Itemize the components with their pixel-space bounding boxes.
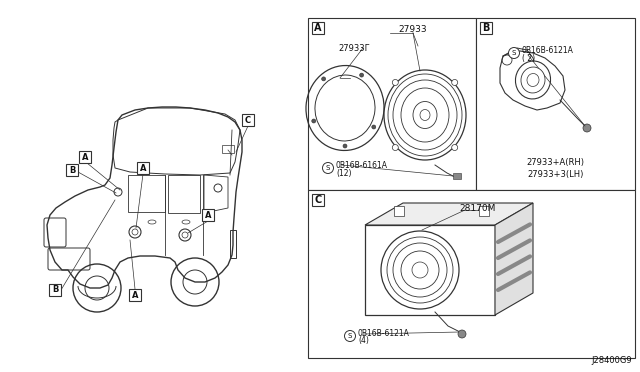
Text: A: A xyxy=(205,211,211,219)
Polygon shape xyxy=(365,203,533,225)
Text: A: A xyxy=(314,23,322,33)
Text: A: A xyxy=(82,153,88,161)
Bar xyxy=(49,284,61,296)
Bar xyxy=(222,145,234,153)
Ellipse shape xyxy=(393,80,457,150)
Text: J28400G9: J28400G9 xyxy=(591,356,632,365)
Text: S: S xyxy=(348,333,352,339)
Ellipse shape xyxy=(412,262,428,278)
Circle shape xyxy=(458,330,466,338)
Text: 27933+A(RH): 27933+A(RH) xyxy=(527,157,584,167)
Bar xyxy=(79,151,91,163)
Text: (4): (4) xyxy=(358,337,369,346)
Ellipse shape xyxy=(401,251,439,289)
Ellipse shape xyxy=(420,109,430,121)
Text: C: C xyxy=(314,195,322,205)
Text: 0B16B-6121A: 0B16B-6121A xyxy=(358,328,410,337)
Text: (12): (12) xyxy=(336,169,351,177)
Ellipse shape xyxy=(401,88,449,142)
Circle shape xyxy=(360,73,364,77)
Circle shape xyxy=(583,124,591,132)
Ellipse shape xyxy=(387,237,453,303)
Bar xyxy=(66,164,78,176)
Bar xyxy=(308,190,635,358)
Circle shape xyxy=(322,77,326,81)
Text: 0B16B-6121A: 0B16B-6121A xyxy=(522,45,574,55)
Ellipse shape xyxy=(527,74,539,86)
Polygon shape xyxy=(500,51,565,110)
Ellipse shape xyxy=(384,70,466,160)
Bar xyxy=(312,194,324,206)
Circle shape xyxy=(372,125,376,129)
Circle shape xyxy=(452,80,458,86)
Text: B: B xyxy=(483,23,490,33)
Polygon shape xyxy=(365,225,495,315)
Bar xyxy=(480,22,492,34)
Bar xyxy=(479,206,489,216)
Text: B: B xyxy=(52,285,58,295)
Ellipse shape xyxy=(413,102,437,128)
Text: 27933: 27933 xyxy=(399,25,428,33)
Ellipse shape xyxy=(515,61,550,99)
Bar xyxy=(242,114,254,126)
Polygon shape xyxy=(495,203,533,315)
Text: 0B16B-6161A: 0B16B-6161A xyxy=(336,160,388,170)
Bar xyxy=(312,22,324,34)
Circle shape xyxy=(312,119,316,123)
Bar xyxy=(202,209,214,221)
Circle shape xyxy=(343,144,347,148)
Bar xyxy=(308,18,476,190)
Ellipse shape xyxy=(393,243,447,297)
Bar xyxy=(230,230,236,258)
Text: 27933Γ: 27933Γ xyxy=(338,44,369,52)
Circle shape xyxy=(323,163,333,173)
Text: 28170M: 28170M xyxy=(460,203,496,212)
Text: A: A xyxy=(132,291,138,299)
Text: 27933+3(LH): 27933+3(LH) xyxy=(527,170,584,179)
Circle shape xyxy=(344,330,355,341)
Circle shape xyxy=(509,48,520,58)
Bar xyxy=(394,206,404,216)
Text: S: S xyxy=(326,165,330,171)
Text: A: A xyxy=(140,164,147,173)
Ellipse shape xyxy=(388,74,462,156)
Circle shape xyxy=(452,145,458,151)
Bar xyxy=(137,162,149,174)
Bar xyxy=(129,289,141,301)
Bar xyxy=(453,173,461,179)
Text: B: B xyxy=(69,166,75,174)
Bar xyxy=(476,18,635,190)
Circle shape xyxy=(392,80,398,86)
Text: S: S xyxy=(512,50,516,56)
Text: C: C xyxy=(245,115,251,125)
Circle shape xyxy=(392,145,398,151)
Text: ( 2): ( 2) xyxy=(522,54,535,62)
Ellipse shape xyxy=(381,231,459,309)
Ellipse shape xyxy=(521,67,545,93)
